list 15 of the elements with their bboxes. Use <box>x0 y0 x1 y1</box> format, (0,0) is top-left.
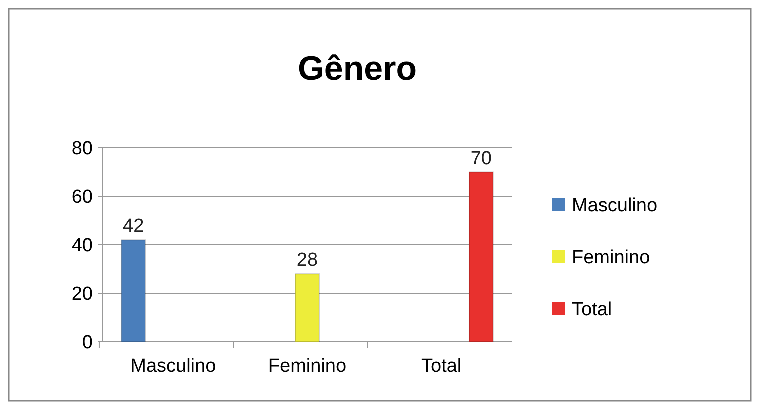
y-tick-label: 20 <box>72 284 93 306</box>
x-tick-label: Total <box>422 356 462 377</box>
data-label: 28 <box>296 250 318 272</box>
y-tick-label: 40 <box>72 236 93 257</box>
chart-title: Gênero <box>298 50 418 88</box>
legend-label: Feminino <box>572 248 650 269</box>
legend-label: Total <box>572 300 612 321</box>
data-label: 42 <box>123 216 144 238</box>
data-label: 70 <box>470 148 492 170</box>
x-tick-label: Masculino <box>130 356 216 377</box>
y-tick-label: 80 <box>72 138 93 160</box>
legend-label: Masculino <box>572 196 658 217</box>
y-tick-label: 60 <box>72 187 93 208</box>
x-tick-label: Feminino <box>268 356 347 377</box>
y-tick-label: 0 <box>82 332 93 354</box>
